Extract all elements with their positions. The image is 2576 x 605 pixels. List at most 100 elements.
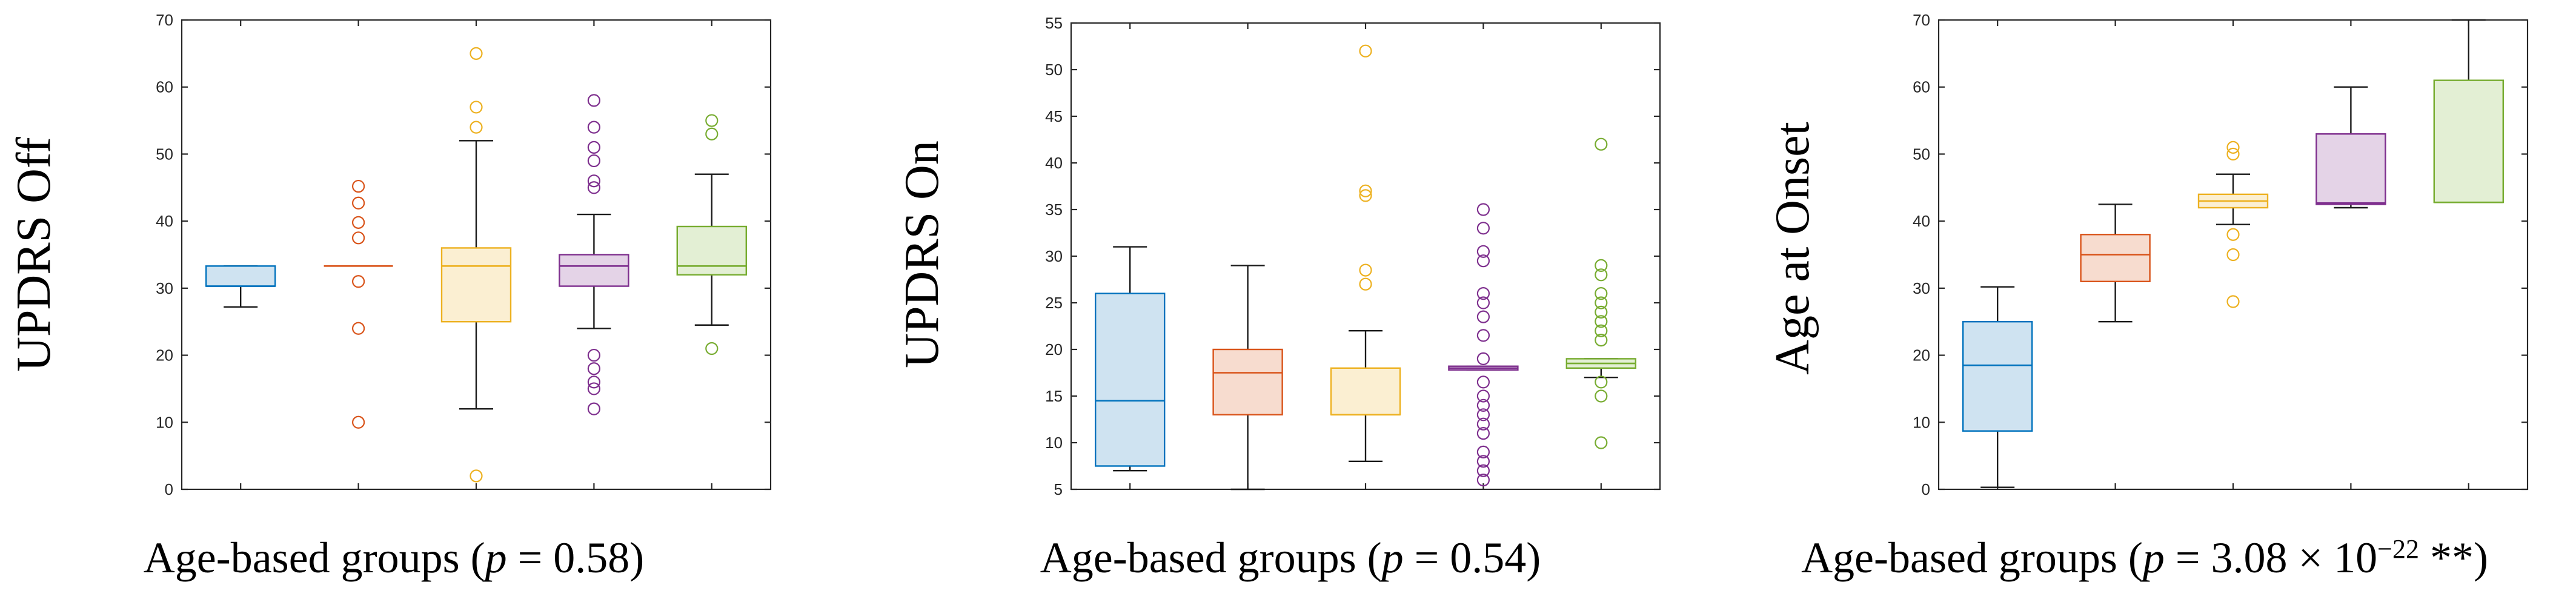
y-tick-label: 0 [1922,480,1930,498]
x-axis-label-exponent: −22 [2377,534,2419,564]
iqr-box [1330,367,1401,415]
outlier-point [351,322,365,335]
y-tick-label: 30 [156,279,173,297]
x-axis-label-p-symbol: p [2140,534,2165,582]
outlier-point [1595,296,1608,309]
outlier-point [587,181,601,194]
x-axis-label-prefix: Age-based groups ( [1040,534,1382,582]
x-axis-label-suffix: ) [629,534,644,582]
outlier-point [2226,228,2240,241]
y-tick-label: 40 [1913,212,1930,230]
box-group-2 [2080,20,2151,489]
outlier-point [2226,147,2240,161]
outlier-point [1595,333,1608,347]
outlier-point [1476,464,1490,477]
outlier-point [1476,245,1490,258]
outlier-point [587,348,601,362]
outlier-point [1476,426,1490,440]
outlier-point [587,154,601,168]
outlier-point [2226,248,2240,262]
y-tick-label: 35 [1045,200,1063,219]
outlier-point [1595,137,1608,151]
y-tick-label: 30 [1913,279,1930,297]
outlier-point [2226,141,2240,154]
x-axis-label-p-value: = 3.08 × 10 [2165,534,2377,582]
outlier-point [470,469,483,483]
outlier-point [1476,473,1490,487]
x-axis-label-p-symbol: p [482,534,507,582]
iqr-box [2315,133,2386,205]
box-group-1 [205,20,276,489]
outlier-point [351,415,365,429]
outlier-point [1476,222,1490,235]
iqr-box [2080,234,2151,282]
outlier-point [1359,184,1372,197]
outlier-point [351,179,365,193]
box-group-3 [1330,23,1401,489]
outlier-point [351,275,365,288]
iqr-box [559,254,629,287]
outlier-point [470,47,483,60]
outlier-point [1595,315,1608,328]
y-tick-label: 50 [156,145,173,163]
y-tick-label: 20 [156,346,173,365]
outlier-point [2226,295,2240,308]
box-group-2 [1212,23,1283,491]
box-group-4 [559,20,629,489]
iqr-box [440,247,512,323]
outlier-point [1476,203,1490,216]
y-tick-label: 40 [156,212,173,230]
outlier-point [1595,436,1608,449]
y-tick-label: 50 [1913,145,1930,163]
outlier-point [1595,268,1608,282]
outlier-point [705,127,719,141]
outlier-point [705,114,719,127]
x-axis-label-p-value: = 0.58 [507,534,630,582]
box-group-5 [676,20,748,489]
outlier-point [1359,44,1372,58]
outlier-point [470,101,483,114]
iqr-box [1962,321,2033,432]
y-tick-label: 50 [1045,61,1063,79]
outlier-point [1595,287,1608,300]
outlier-point [1359,277,1372,291]
outlier-point [1595,324,1608,337]
outlier-point [1595,259,1608,272]
x-axis-label-p-value: = 0.54 [1404,534,1527,582]
y-tick-label: 20 [1913,346,1930,365]
outlier-point [1476,455,1490,468]
y-axis-label: UPDRS On [895,141,949,368]
y-axis-label: UPDRS Off [7,137,61,372]
outlier-point [587,375,601,389]
y-tick-label: 45 [1045,107,1063,125]
box-group-5 [1565,23,1637,489]
y-tick-label: 10 [1045,434,1063,452]
outlier-point [1359,263,1372,277]
outlier-point [1359,189,1372,202]
outlier-point [1476,417,1490,431]
y-tick-label: 20 [1045,340,1063,359]
x-axis-label: Age-based groups (p = 0.54) [1040,534,1541,582]
outlier-point [1476,389,1490,403]
outlier-point [351,196,365,210]
x-axis-label-prefix: Age-based groups ( [1801,534,2143,582]
y-tick-label: 10 [156,413,173,431]
box-group-4 [1448,23,1519,489]
iqr-box [1212,348,1283,416]
chart-panel-age-at-onset: Age at Onset Age-based groups (p = 3.08 … [1766,11,2529,582]
outlier-point [587,174,601,188]
outlier-point [1476,329,1490,342]
outlier-point [1476,375,1490,389]
y-tick-label: 15 [1045,387,1063,405]
x-axis-label: Age-based groups (p = 0.58) [144,534,644,582]
y-tick-label: 25 [1045,294,1063,312]
outlier-point [351,231,365,245]
outlier-point [587,382,601,395]
y-tick-label: 70 [1913,11,1930,29]
iqr-box [676,225,748,276]
box-group-1 [1962,20,2033,489]
outlier-point [1476,408,1490,422]
outlier-point [1476,254,1490,268]
y-tick-label: 70 [156,11,173,29]
outlier-point [1476,445,1490,459]
